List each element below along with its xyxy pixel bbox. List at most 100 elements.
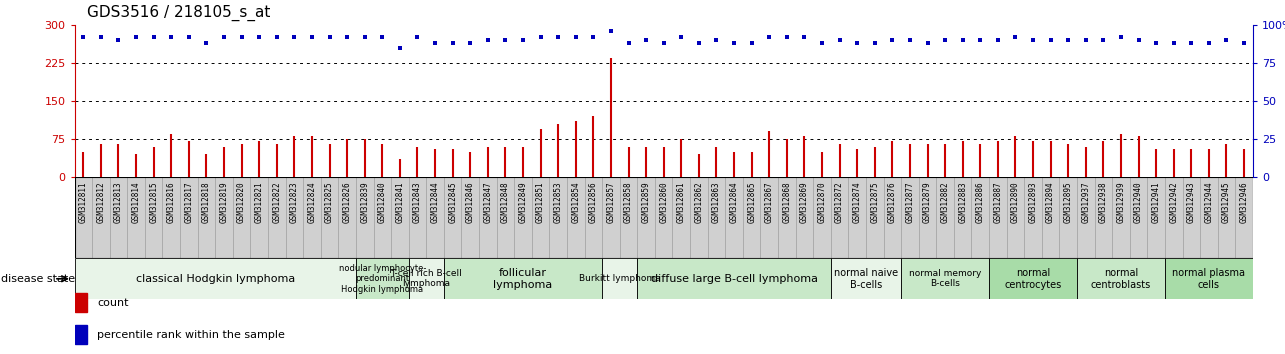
Text: GSM312861: GSM312861 — [677, 181, 686, 223]
Bar — [761, 177, 777, 258]
Text: GSM312893: GSM312893 — [1028, 181, 1037, 223]
Text: GSM312825: GSM312825 — [325, 181, 334, 223]
Text: GSM312811: GSM312811 — [78, 181, 87, 223]
Text: GSM312818: GSM312818 — [202, 181, 211, 223]
Text: GSM312883: GSM312883 — [959, 181, 968, 223]
Bar — [919, 177, 937, 258]
Text: GSM312940: GSM312940 — [1135, 181, 1144, 223]
Point — [882, 37, 902, 43]
Point — [1234, 40, 1254, 46]
Point — [213, 34, 234, 40]
Point — [618, 40, 639, 46]
Point — [1216, 37, 1236, 43]
Text: GSM312865: GSM312865 — [747, 181, 756, 223]
Text: GSM312845: GSM312845 — [448, 181, 457, 223]
Bar — [479, 177, 496, 258]
Point — [179, 34, 199, 40]
Bar — [1218, 177, 1235, 258]
Point — [1094, 37, 1114, 43]
Text: GSM312937: GSM312937 — [1081, 181, 1090, 223]
Text: count: count — [98, 298, 128, 308]
Bar — [321, 177, 338, 258]
Point — [197, 40, 217, 46]
Text: GSM312874: GSM312874 — [853, 181, 862, 223]
Point — [337, 34, 357, 40]
Text: GSM312815: GSM312815 — [149, 181, 158, 223]
Point — [1181, 40, 1201, 46]
Bar — [427, 177, 443, 258]
Point — [442, 40, 463, 46]
Text: follicular
lymphoma: follicular lymphoma — [493, 268, 553, 290]
Point — [249, 34, 270, 40]
Bar — [75, 177, 93, 258]
Text: Burkitt lymphoma: Burkitt lymphoma — [580, 274, 660, 283]
Text: percentile rank within the sample: percentile rank within the sample — [98, 330, 285, 339]
Bar — [831, 177, 848, 258]
Point — [1146, 40, 1167, 46]
Bar — [145, 177, 162, 258]
Bar — [1059, 177, 1077, 258]
Bar — [637, 258, 831, 299]
Bar — [75, 258, 356, 299]
Point — [108, 37, 128, 43]
Point — [1041, 37, 1061, 43]
Text: GSM312895: GSM312895 — [1064, 181, 1073, 223]
Bar — [75, 293, 87, 312]
Bar — [953, 177, 971, 258]
Point — [636, 37, 657, 43]
Text: GSM312894: GSM312894 — [1046, 181, 1055, 223]
Point — [865, 40, 885, 46]
Bar — [180, 177, 198, 258]
Text: GSM312945: GSM312945 — [1222, 181, 1231, 223]
Text: GSM312846: GSM312846 — [465, 181, 474, 223]
Bar — [356, 177, 374, 258]
Bar — [496, 177, 514, 258]
Point — [547, 34, 568, 40]
Bar — [690, 177, 708, 258]
Point — [565, 34, 586, 40]
Text: GSM312848: GSM312848 — [501, 181, 510, 223]
Bar — [550, 177, 567, 258]
Point — [970, 37, 991, 43]
Text: GSM312817: GSM312817 — [184, 181, 193, 223]
Point — [741, 40, 762, 46]
Text: GSM312843: GSM312843 — [412, 181, 421, 223]
Bar — [901, 258, 989, 299]
Bar — [1077, 258, 1165, 299]
Text: GSM312863: GSM312863 — [712, 181, 721, 223]
Text: nodular lymphocyte-
predominant
Hodgkin lymphoma: nodular lymphocyte- predominant Hodgkin … — [339, 264, 427, 294]
Text: GSM312847: GSM312847 — [483, 181, 492, 223]
Point — [373, 34, 393, 40]
Bar — [637, 177, 655, 258]
Bar — [1130, 177, 1148, 258]
Bar — [356, 258, 409, 299]
Bar — [777, 177, 795, 258]
Bar — [532, 177, 550, 258]
Bar — [409, 258, 443, 299]
Bar — [884, 177, 901, 258]
Bar — [725, 177, 743, 258]
Point — [73, 34, 94, 40]
Point — [794, 34, 815, 40]
Bar — [866, 177, 884, 258]
Bar — [813, 177, 831, 258]
Bar — [1200, 177, 1218, 258]
Text: GSM312823: GSM312823 — [290, 181, 299, 223]
Text: GSM312813: GSM312813 — [114, 181, 123, 223]
Text: T-cell rich B-cell
lymphoma: T-cell rich B-cell lymphoma — [391, 269, 463, 289]
Point — [988, 37, 1009, 43]
Bar — [1113, 177, 1130, 258]
Text: GSM312867: GSM312867 — [765, 181, 774, 223]
Bar — [585, 177, 603, 258]
Bar — [443, 258, 603, 299]
Text: normal
centrocytes: normal centrocytes — [1005, 268, 1061, 290]
Bar — [603, 177, 619, 258]
Bar — [619, 177, 637, 258]
Text: GSM312844: GSM312844 — [430, 181, 439, 223]
Text: GSM312851: GSM312851 — [536, 181, 545, 223]
Text: GSM312862: GSM312862 — [694, 181, 703, 223]
Bar — [567, 177, 585, 258]
Bar — [901, 177, 919, 258]
Point — [355, 34, 375, 40]
Bar — [409, 177, 427, 258]
